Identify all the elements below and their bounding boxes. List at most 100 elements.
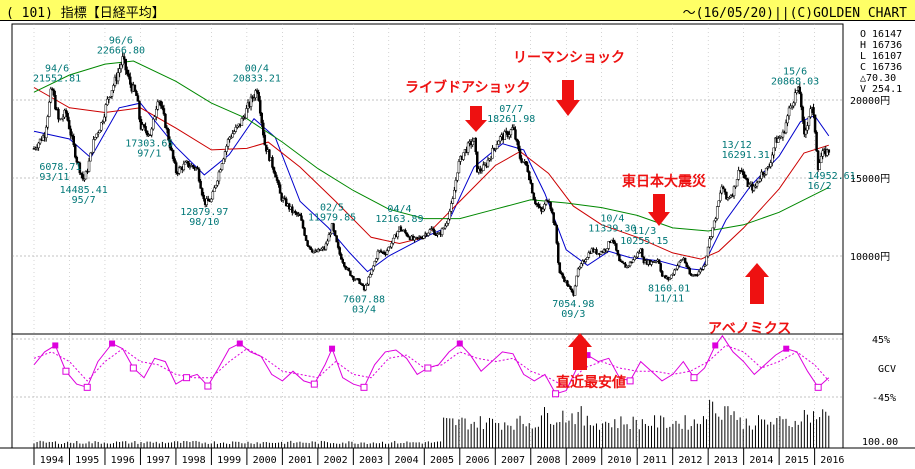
candle-body: [206, 198, 210, 202]
candle-body: [38, 138, 42, 144]
candle-body: [712, 220, 716, 229]
candle-body: [196, 167, 199, 170]
candle-body: [118, 68, 121, 73]
candle-body: [674, 268, 678, 271]
volume-bars: [33, 399, 830, 448]
candle-body: [526, 164, 529, 172]
candle-body: [174, 162, 178, 174]
candle-body: [66, 112, 69, 121]
price-annotation: 16/2: [808, 181, 832, 192]
candle-body: [369, 274, 372, 278]
candle-body: [107, 97, 111, 100]
candle-body: [210, 198, 213, 203]
candle-body: [113, 76, 117, 86]
candle-body: [790, 105, 794, 108]
candle-body: [338, 247, 341, 255]
candle-body: [90, 151, 94, 154]
candle-body: [225, 145, 228, 152]
candle-body: [454, 180, 458, 191]
candle-body: [245, 108, 248, 119]
x-tick-label: 1997: [146, 455, 170, 466]
x-tick-label: 2010: [607, 455, 631, 466]
candle-body: [769, 162, 772, 167]
candle-body: [301, 220, 305, 229]
arrow-recent-low-icon: [568, 333, 592, 370]
candle-body: [135, 90, 138, 96]
candle-body: [760, 171, 763, 179]
ohlc-volume: V 254.1: [860, 84, 902, 95]
candle-body: [807, 116, 811, 126]
y-tick-label: 20000円: [850, 96, 890, 107]
candle-body: [268, 149, 271, 161]
candle-body: [67, 120, 71, 130]
candle-body: [445, 223, 448, 227]
price-annotation: 12879.97: [180, 207, 228, 218]
candle-body: [375, 258, 378, 262]
candle-body: [777, 138, 780, 143]
x-tick-label: 2014: [749, 455, 773, 466]
candle-body: [520, 158, 523, 163]
x-tick-label: 2000: [253, 455, 277, 466]
price-annotation: 11339.30: [588, 223, 636, 234]
candle-body: [373, 261, 377, 267]
candle-body: [622, 262, 626, 265]
index-title: ( 101) 指標【日経平均】: [6, 6, 165, 21]
candle-body: [576, 268, 580, 277]
candle-body: [723, 188, 727, 193]
nikkei-chart: 20000円 15000円 10000円 1994 1995 1996 1997 1998 19…: [0, 23, 915, 466]
candle-body: [74, 144, 77, 158]
candle-body: [433, 229, 436, 235]
candle-body: [77, 161, 80, 164]
ohlc-high: H 16736: [860, 40, 902, 51]
gcv-peak-marker: [109, 340, 116, 347]
candle-body: [87, 160, 91, 172]
candle-body: [456, 172, 459, 181]
candle-body: [575, 275, 578, 287]
candle-body: [812, 107, 815, 116]
candle-body: [586, 257, 589, 260]
candle-body: [329, 233, 332, 235]
candle-body: [543, 203, 546, 210]
candle-body: [306, 240, 309, 246]
candle-body: [262, 122, 265, 136]
candle-body: [303, 227, 306, 236]
candle-body: [787, 107, 791, 117]
candle-body: [116, 72, 120, 82]
candle-body: [165, 127, 169, 130]
price-annotation: 7054.98: [552, 299, 594, 310]
gcv-peak-marker: [584, 352, 591, 359]
candle-body: [659, 263, 662, 272]
candle-body: [223, 151, 227, 160]
candle-body: [349, 270, 352, 276]
candle-body: [390, 242, 393, 248]
candle-body: [764, 167, 768, 175]
candle-body: [263, 134, 267, 146]
candle-body: [489, 157, 493, 160]
candle-body: [372, 265, 375, 271]
candle-body: [818, 162, 821, 170]
price-annotation: 10255.15: [620, 236, 668, 247]
candle-body: [361, 283, 364, 286]
candle-body: [353, 279, 357, 281]
candle-body: [138, 101, 141, 120]
candle-body: [436, 233, 439, 236]
candle-body: [755, 182, 759, 187]
candle-body: [486, 159, 490, 167]
candle-body: [498, 136, 502, 142]
candle-body: [691, 275, 695, 277]
candle-body: [699, 268, 702, 273]
price-annotation: 09/3: [561, 309, 585, 320]
candle-body: [685, 262, 688, 268]
candle-body: [46, 116, 50, 128]
candle-body: [827, 149, 831, 153]
callout-livedoor: ライブドアショック: [405, 79, 530, 96]
volume-scale-label: 100.00: [862, 437, 898, 448]
candle-body: [81, 174, 85, 180]
candle-body: [624, 263, 627, 268]
candle-body: [236, 125, 239, 128]
candle-body: [509, 129, 513, 136]
gcv-peak-marker: [329, 345, 336, 352]
gcv-peak-marker: [236, 340, 243, 347]
candle-body: [618, 254, 621, 262]
candle-body: [801, 106, 805, 121]
